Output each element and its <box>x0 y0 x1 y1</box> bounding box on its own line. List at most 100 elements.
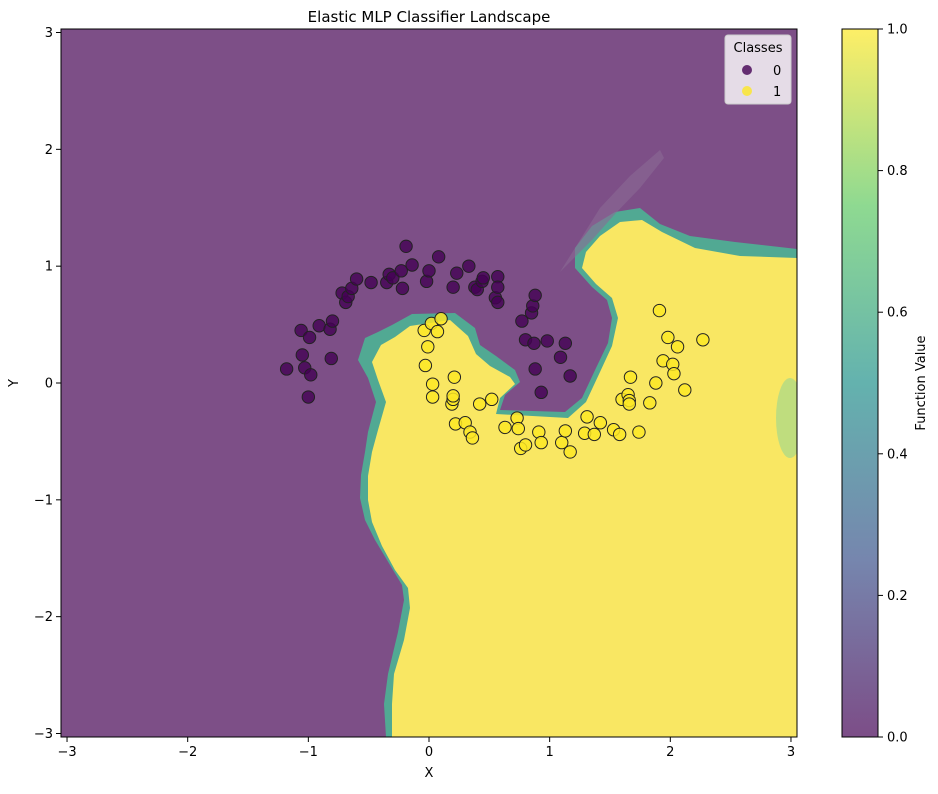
scatter-point-class-0 <box>301 390 316 404</box>
scatter-point-class-1 <box>696 333 710 347</box>
scatter-point-class-0 <box>563 369 577 383</box>
y-tick-label: −1 <box>34 493 53 508</box>
scatter-point-class-0 <box>349 272 364 286</box>
legend-box <box>724 34 792 105</box>
x-tick-label: −2 <box>178 745 197 760</box>
scatter-point-class-0 <box>395 281 410 296</box>
scatter-point-class-0 <box>534 385 548 400</box>
scatter-point-class-1 <box>421 340 435 354</box>
colorbar: 0.0 0.2 0.4 0.6 0.8 1.0 Function Value <box>841 23 929 746</box>
colorbar-ticks: 0.0 0.2 0.4 0.6 0.8 1.0 <box>878 23 908 746</box>
scatter-point-class-1 <box>418 358 433 373</box>
x-axis: −3 −2 −1 0 1 2 3 <box>57 737 795 760</box>
chart-title: Elastic MLP Classifier Landscape <box>308 8 551 26</box>
scatter-point-class-1 <box>425 390 440 404</box>
points-layer <box>279 239 710 459</box>
y-tick-label: 2 <box>45 143 53 158</box>
x-tick-label: 0 <box>425 745 433 760</box>
scatter-point-class-0 <box>364 275 378 290</box>
x-tick-label: 3 <box>787 745 795 760</box>
scatter-point-class-1 <box>661 330 675 345</box>
scatter-point-class-1 <box>485 392 499 407</box>
scatter-point-class-1 <box>678 383 692 397</box>
scatter-point-class-0 <box>527 336 541 350</box>
scatter-point-class-1 <box>649 376 663 390</box>
scatter-point-class-1 <box>622 397 636 411</box>
y-tick-label: 1 <box>45 260 53 275</box>
scatter-point-class-0 <box>279 362 294 376</box>
y-tick-label: −3 <box>34 727 53 742</box>
scatter-point-class-0 <box>399 239 413 254</box>
legend-label-class-0: 0 <box>773 64 781 79</box>
scatter-point-class-1 <box>425 377 440 391</box>
y-tick-label: −2 <box>34 610 53 625</box>
scatter-point-class-0 <box>304 368 318 382</box>
x-tick-label: 1 <box>546 745 554 760</box>
scatter-point-class-1 <box>563 445 577 459</box>
colorbar-tick-label: 0.8 <box>887 164 908 179</box>
scatter-point-class-1 <box>430 324 445 339</box>
scatter-point-class-0 <box>446 280 460 294</box>
colorbar-tick-label: 1.0 <box>887 23 908 38</box>
scatter-point-class-1 <box>465 431 480 445</box>
y-axis: −3 −2 −1 0 1 2 3 <box>34 26 61 742</box>
legend-title: Classes <box>734 41 783 56</box>
scatter-point-class-1 <box>623 370 638 384</box>
scatter-point-class-0 <box>422 264 436 278</box>
scatter-point-class-1 <box>498 420 512 435</box>
y-tick-label: 3 <box>45 26 53 41</box>
scatter-point-class-0 <box>528 288 542 303</box>
colorbar-gradient <box>841 28 879 738</box>
scatter-point-class-1 <box>587 427 601 442</box>
scatter-point-class-1 <box>652 303 667 318</box>
scatter-point-class-0 <box>528 362 542 376</box>
x-axis-label: X <box>425 766 434 781</box>
scatter-point-class-1 <box>667 366 681 381</box>
legend: Classes 0 1 <box>724 34 792 105</box>
plot-area <box>61 29 797 737</box>
colorbar-tick-label: 0.0 <box>887 731 908 746</box>
scatter-point-class-0 <box>553 350 568 364</box>
scatter-point-class-0 <box>325 314 340 328</box>
colorbar-tick-label: 0.2 <box>887 589 908 604</box>
scatter-point-class-0 <box>540 334 554 348</box>
decision-region-class-1 <box>368 220 797 737</box>
y-tick-label: 0 <box>45 377 53 392</box>
scatter-point-class-1 <box>518 438 533 452</box>
boundary-wisp <box>776 378 797 458</box>
scatter-point-class-1 <box>534 435 548 450</box>
scatter-point-class-0 <box>324 351 338 366</box>
scatter-point-class-0 <box>295 348 310 362</box>
legend-label-class-1: 1 <box>773 85 781 100</box>
y-axis-label: Y <box>7 379 22 388</box>
colorbar-label: Function Value <box>914 335 929 430</box>
x-tick-label: −3 <box>57 745 76 760</box>
scatter-point-class-1 <box>511 421 525 436</box>
scatter-point-class-0 <box>558 336 573 350</box>
scatter-point-class-1 <box>670 340 685 354</box>
scatter-point-class-1 <box>447 370 462 384</box>
scatter-point-class-0 <box>394 264 408 278</box>
scatter-point-class-1 <box>643 396 657 410</box>
scatter-point-class-1 <box>472 397 487 411</box>
scatter-point-class-1 <box>632 425 646 439</box>
scatter-point-class-0 <box>450 266 464 280</box>
scatter-point-class-0 <box>515 314 529 328</box>
scatter-point-class-1 <box>612 427 627 442</box>
scatter-point-class-1 <box>580 410 594 424</box>
x-tick-label: −1 <box>299 745 318 760</box>
scatter-point-class-1 <box>558 424 573 438</box>
scatter-point-class-0 <box>405 258 419 272</box>
scatter-point-class-1 <box>593 416 608 430</box>
scatter-point-class-0 <box>476 271 490 285</box>
scatter-point-class-0 <box>302 330 317 345</box>
scatter-point-class-0 <box>491 280 505 294</box>
scatter-point-class-1 <box>434 312 448 326</box>
x-tick-label: 2 <box>666 745 674 760</box>
scatter-point-class-0 <box>462 259 476 273</box>
legend-marker-class-1 <box>742 86 752 96</box>
scatter-point-class-0 <box>491 295 505 310</box>
boundary-haze <box>560 150 664 272</box>
